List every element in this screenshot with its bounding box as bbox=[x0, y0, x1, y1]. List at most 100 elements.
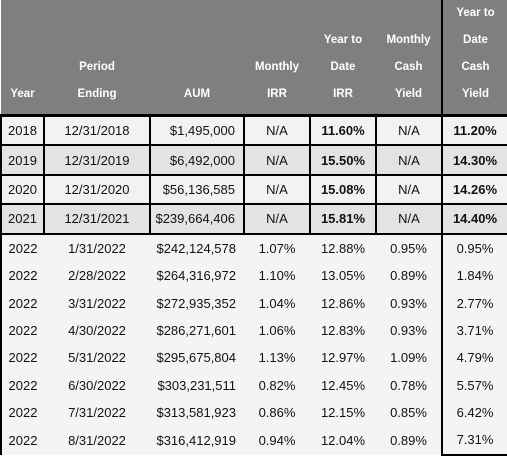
cell-year: 2022 bbox=[0, 371, 44, 399]
cell-monthly-cash-yield: N/A bbox=[375, 173, 443, 206]
cell-period-ending: 12/31/2018 bbox=[43, 114, 151, 147]
header-ytd-cash-yield-line: Year to bbox=[456, 7, 495, 19]
cell-ytd-cash-yield: 2.77% bbox=[441, 289, 507, 317]
cell-monthly-cash-yield: N/A bbox=[375, 114, 443, 147]
cell-ytd-cash-yield: 3.71% bbox=[441, 316, 507, 345]
table-row: 2021 12/31/2021 $239,664,406 N/A 15.81% N/A 14… bbox=[0, 203, 507, 235]
cell-monthly-cash-yield: 0.93% bbox=[376, 289, 442, 317]
header-aum-line: AUM bbox=[183, 88, 211, 100]
header-aum: AUM bbox=[150, 0, 244, 117]
cell-year: 2022 bbox=[0, 316, 44, 345]
cell-monthly-cash-yield: 0.95% bbox=[376, 233, 442, 262]
cell-ytd-irr: 12.97% bbox=[310, 344, 376, 372]
cell-ytd-irr: 12.88% bbox=[310, 233, 376, 262]
table-header: Year Period Ending AUM Monthly IRR Year to Date… bbox=[1, 0, 507, 117]
table-row: 2022 8/31/2022 $316,412,919 0.94% 12.04% 0.89… bbox=[0, 426, 507, 456]
cell-monthly-irr: N/A bbox=[243, 203, 311, 235]
cell-monthly-irr: 0.82% bbox=[244, 371, 310, 399]
header-monthly-cash-yield-line: Yield bbox=[394, 88, 423, 100]
cell-period-ending: 7/31/2022 bbox=[44, 398, 150, 427]
header-monthly-cash-yield-line: Cash bbox=[394, 61, 423, 73]
cell-period-ending: 2/28/2022 bbox=[44, 261, 150, 290]
cell-monthly-irr: 1.06% bbox=[244, 316, 310, 345]
cell-aum: $56,136,585 bbox=[149, 173, 245, 206]
cell-ytd-irr: 12.83% bbox=[310, 316, 376, 345]
table-row: 2022 7/31/2022 $313,581,923 0.86% 12.15% 0.85… bbox=[0, 398, 507, 427]
cell-year: 2021 bbox=[0, 203, 45, 235]
cell-monthly-cash-yield: 0.78% bbox=[376, 371, 442, 399]
cell-monthly-irr: N/A bbox=[243, 173, 311, 206]
cell-ytd-irr: 12.86% bbox=[310, 289, 376, 317]
cell-monthly-irr: 1.13% bbox=[244, 344, 310, 372]
cell-aum: $295,675,804 bbox=[150, 344, 244, 372]
cell-year: 2022 bbox=[0, 344, 44, 372]
header-ytd-cash-yield: Year to Date Cash Yield bbox=[441, 0, 507, 117]
cell-monthly-cash-yield: 1.09% bbox=[376, 344, 442, 372]
cell-period-ending: 6/30/2022 bbox=[44, 371, 150, 399]
cell-period-ending: 1/31/2022 bbox=[44, 233, 150, 262]
cell-year: 2020 bbox=[0, 173, 45, 206]
header-monthly-irr-line: IRR bbox=[267, 88, 287, 100]
header-period-ending: Period Ending bbox=[44, 0, 150, 117]
table-row: 2022 1/31/2022 $242,124,578 1.07% 12.88% 0.95… bbox=[0, 233, 507, 262]
cell-ytd-irr: 11.60% bbox=[309, 114, 377, 147]
cell-ytd-cash-yield: 14.26% bbox=[441, 173, 507, 206]
cell-monthly-irr: 0.86% bbox=[244, 398, 310, 427]
cell-ytd-irr: 13.05% bbox=[310, 261, 376, 290]
cell-aum: $6,492,000 bbox=[149, 144, 245, 176]
cell-aum: $264,316,972 bbox=[150, 261, 244, 290]
header-ytd-irr-line: Date bbox=[330, 61, 356, 73]
cell-monthly-irr: 1.10% bbox=[244, 261, 310, 290]
cell-year: 2022 bbox=[0, 398, 44, 427]
cell-monthly-cash-yield: 0.85% bbox=[376, 398, 442, 427]
cell-ytd-cash-yield: 6.42% bbox=[441, 398, 507, 427]
cell-year: 2019 bbox=[0, 144, 45, 176]
header-period-ending-line: Period bbox=[79, 61, 115, 73]
cell-aum: $316,412,919 bbox=[150, 426, 244, 455]
cell-ytd-cash-yield: 0.95% bbox=[441, 233, 507, 262]
table-row: 2022 6/30/2022 $303,231,511 0.82% 12.45% 0.78… bbox=[0, 371, 507, 399]
header-ytd-irr-line: Year to bbox=[323, 34, 363, 46]
header-row: Year Period Ending AUM Monthly IRR Year to Date… bbox=[1, 0, 507, 117]
cell-monthly-cash-yield: 0.89% bbox=[376, 426, 442, 455]
header-monthly-cash-yield-line: Monthly bbox=[386, 34, 431, 46]
cell-monthly-irr: N/A bbox=[243, 144, 311, 176]
table-row: 2022 4/30/2022 $286,271,601 1.06% 12.83% 0.93… bbox=[0, 316, 507, 345]
cell-aum: $239,664,406 bbox=[149, 203, 245, 235]
cell-year: 2022 bbox=[0, 233, 44, 262]
cell-monthly-cash-yield: 0.89% bbox=[376, 261, 442, 290]
cell-monthly-cash-yield: N/A bbox=[375, 144, 443, 176]
header-ytd-irr-line: IRR bbox=[333, 88, 353, 100]
cell-monthly-cash-yield: N/A bbox=[375, 203, 443, 235]
header-monthly-irr-line: Monthly bbox=[254, 61, 300, 73]
cell-period-ending: 4/30/2022 bbox=[44, 316, 150, 345]
cell-ytd-irr: 15.50% bbox=[309, 144, 377, 176]
header-monthly-irr: Monthly IRR bbox=[244, 0, 310, 117]
cell-ytd-irr: 15.08% bbox=[309, 173, 377, 206]
cell-year: 2018 bbox=[0, 114, 45, 147]
table-row: 2018 12/31/2018 $1,495,000 N/A 11.60% N/A 11.2… bbox=[0, 114, 507, 147]
table-row: 2022 3/31/2022 $272,935,352 1.04% 12.86% 0.93… bbox=[0, 289, 507, 317]
cell-ytd-irr: 15.81% bbox=[309, 203, 377, 235]
cell-ytd-cash-yield: 5.57% bbox=[441, 371, 507, 399]
cell-aum: $1,495,000 bbox=[149, 114, 245, 147]
header-year-line: Year bbox=[10, 88, 35, 100]
cell-aum: $286,271,601 bbox=[150, 316, 244, 345]
cell-year: 2022 bbox=[0, 261, 44, 290]
cell-period-ending: 12/31/2020 bbox=[43, 173, 151, 206]
cell-aum: $272,935,352 bbox=[150, 289, 244, 317]
cell-monthly-cash-yield: 0.93% bbox=[376, 316, 442, 345]
header-period-ending-line: Ending bbox=[77, 88, 117, 100]
header-year: Year bbox=[1, 0, 44, 117]
cell-monthly-irr: 1.07% bbox=[244, 233, 310, 262]
cell-period-ending: 12/31/2019 bbox=[43, 144, 151, 176]
cell-aum: $303,231,511 bbox=[150, 371, 244, 399]
header-ytd-cash-yield-line: Cash bbox=[461, 61, 490, 73]
header-monthly-cash-yield: Monthly Cash Yield bbox=[376, 0, 442, 117]
cell-monthly-irr: 0.94% bbox=[244, 426, 310, 455]
cell-period-ending: 5/31/2022 bbox=[44, 344, 150, 372]
cell-year: 2022 bbox=[0, 289, 44, 317]
cell-ytd-cash-yield: 7.31% bbox=[441, 426, 507, 456]
cell-aum: $313,581,923 bbox=[150, 398, 244, 427]
cell-ytd-irr: 12.15% bbox=[310, 398, 376, 427]
